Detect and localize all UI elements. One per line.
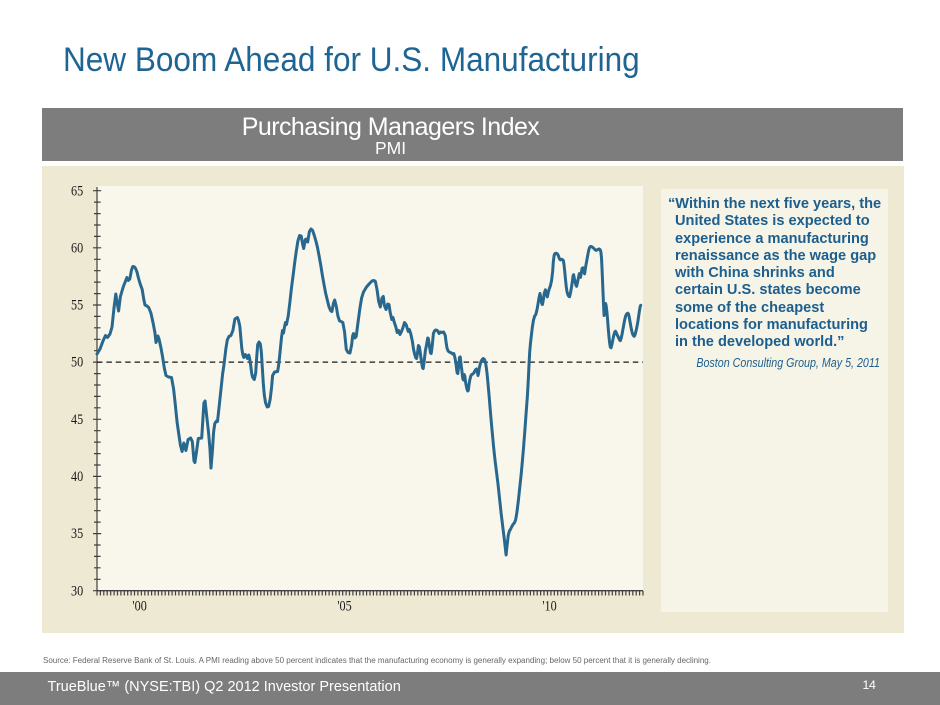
svg-text:65: 65 — [71, 182, 83, 198]
svg-text:45: 45 — [71, 411, 83, 427]
svg-text:'00: '00 — [132, 597, 147, 613]
svg-text:'10: '10 — [542, 597, 557, 613]
svg-text:50: 50 — [71, 354, 83, 370]
svg-text:55: 55 — [71, 297, 83, 313]
svg-text:40: 40 — [71, 468, 83, 484]
svg-text:'05: '05 — [337, 597, 352, 613]
svg-text:35: 35 — [71, 525, 83, 541]
svg-text:30: 30 — [71, 582, 83, 598]
svg-text:60: 60 — [71, 239, 83, 255]
